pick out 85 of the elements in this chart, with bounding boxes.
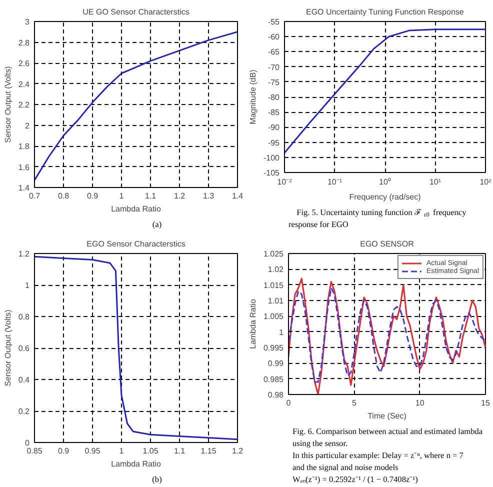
- y-tick-label: 0.985: [263, 374, 284, 384]
- chart-title: EGO SENSOR: [360, 240, 414, 248]
- y-tick-label: 2.8: [18, 38, 30, 48]
- x-axis-title: Time (Sec): [368, 412, 407, 420]
- y-tick-label: 1.025: [263, 250, 284, 258]
- y-tick-label: -65: [268, 48, 280, 57]
- y-tick-label: 0.2: [18, 407, 30, 416]
- chart-title: EGO Uncertainty Tuning Function Response: [306, 8, 464, 16]
- x-tick-label: 10: [415, 398, 425, 408]
- chart-title: EGO Sensor Characterstics: [86, 240, 186, 248]
- y-tick-label: 1.8: [18, 142, 30, 151]
- x-tick-label: 0.9: [58, 446, 70, 456]
- y-tick-label: 1.005: [263, 312, 284, 322]
- y-tick-label: 1: [25, 281, 30, 290]
- text: (b): [152, 475, 162, 484]
- x-tick-label: 10⁻¹: [327, 178, 342, 186]
- x-tick-label: 1.2: [232, 446, 244, 456]
- text: In this particular example: Delay = z⁻ⁿ, where n = 7: [292, 451, 464, 460]
- x-tick-label: 1.1: [174, 446, 186, 456]
- y-tick-label: -60: [268, 32, 280, 42]
- x-tick-label: 10⁰: [379, 178, 391, 186]
- text: using the sensor.: [292, 439, 348, 448]
- y-tick-label: 1.2: [18, 250, 30, 258]
- caption: Fig. 6. Comparison between actual and estimated lambda: [292, 427, 483, 436]
- y-tick-label: 0: [25, 438, 30, 448]
- x-tick-label: 1.2: [174, 192, 186, 200]
- y-tick-label: 1: [279, 328, 284, 337]
- y-tick-label: 3: [25, 18, 30, 26]
- x-tick-label: 1.4: [232, 192, 244, 200]
- x-axis-title: Frequency (rad/sec): [349, 192, 422, 202]
- y-tick-label: 0.8: [18, 312, 30, 322]
- y-tick-label: 1.6: [18, 162, 30, 172]
- line-series: [288, 287, 486, 383]
- y-axis-title: Sensor Output (Volts): [3, 66, 12, 143]
- x-tick-label: 1.15: [200, 446, 217, 456]
- y-tick-label: -100: [263, 153, 280, 162]
- y-tick-label: 0.6: [18, 344, 30, 353]
- text: response for EGO: [288, 220, 348, 229]
- line-series: [34, 256, 238, 440]
- x-tick-label: 0.9: [86, 192, 99, 200]
- x-tick-label: 0.95: [84, 446, 101, 456]
- x-tick-label: 1.3: [202, 192, 215, 200]
- text: and the signal and noise models: [292, 463, 398, 472]
- y-tick-label: -85: [268, 108, 280, 118]
- y-tick-label: 2.6: [18, 59, 30, 68]
- x-axis-title: Lambda Ratio: [111, 460, 162, 468]
- y-tick-label: 2: [25, 121, 30, 130]
- x-tick-label: 0: [286, 398, 292, 408]
- x-tick-label: 10⁻²: [277, 178, 292, 186]
- x-tick-label: 0.85: [26, 446, 43, 456]
- y-tick-label: -55: [268, 18, 280, 26]
- text: Wₑₙ(z⁻¹) = 0.2592z⁻¹ / (1 − 0.7408z⁻¹): [292, 475, 418, 484]
- x-tick-label: 0.8: [58, 192, 70, 200]
- line-series: [34, 31, 238, 181]
- y-axis-title: Magnitude (dB): [248, 69, 258, 124]
- y-tick-label: -75: [268, 78, 280, 87]
- x-tick-label: 1.1: [144, 192, 157, 200]
- y-tick-label: 1.01: [268, 296, 284, 306]
- x-tick-label: 1: [119, 192, 124, 200]
- x-tick-label: 10²: [480, 178, 492, 186]
- x-tick-label: 10¹: [429, 178, 442, 186]
- x-tick-label: 15: [481, 398, 490, 408]
- y-tick-label: -95: [268, 138, 280, 148]
- x-tick-label: 1.05: [142, 446, 159, 456]
- x-axis-title: Lambda Ratio: [111, 204, 162, 214]
- y-tick-label: -80: [268, 93, 280, 102]
- y-tick-label: 1.02: [268, 265, 284, 274]
- y-axis-title: Lambda Ratio: [248, 298, 258, 349]
- y-tick-label: 1.4: [18, 184, 30, 192]
- chart-title: UE GO Sensor Characterstics: [82, 8, 190, 16]
- y-tick-label: 1.015: [263, 280, 284, 290]
- x-tick-label: 1: [119, 446, 124, 456]
- y-tick-label: 0.99: [268, 359, 284, 368]
- y-axis-title: Sensor Output (Volts): [3, 309, 12, 386]
- text: (a): [152, 220, 162, 229]
- y-tick-label: 0.4: [18, 376, 30, 384]
- y-tick-label: -70: [268, 62, 280, 72]
- y-tick-label: 2.4: [18, 80, 30, 89]
- y-tick-label: 0.995: [263, 344, 284, 352]
- x-tick-label: 5: [352, 398, 357, 408]
- x-tick-label: 0.7: [28, 192, 41, 200]
- y-tick-label: 0.98: [268, 390, 284, 400]
- y-tick-label: 2.2: [18, 100, 30, 110]
- y-tick-label: -105: [263, 168, 280, 178]
- y-tick-label: -90: [268, 123, 280, 132]
